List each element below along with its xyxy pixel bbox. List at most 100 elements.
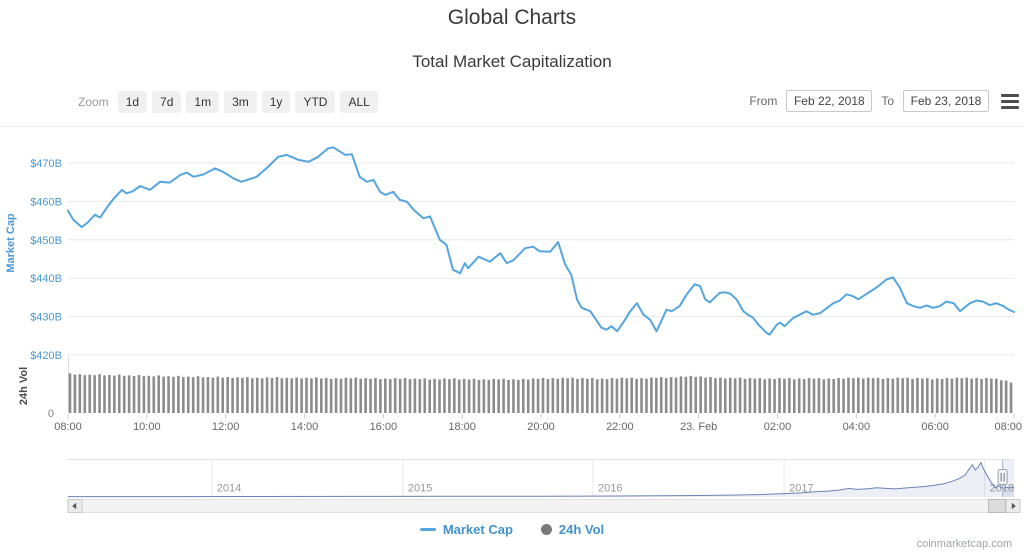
navigator-selected-range[interactable] (1002, 460, 1015, 497)
volume-bar (556, 378, 560, 413)
volume-bar (211, 377, 215, 413)
volume-bar (561, 377, 565, 413)
volume-bar (117, 374, 121, 413)
x-axis-tick-label: 18:00 (448, 421, 476, 433)
navigator-year-label: 2017 (789, 483, 813, 495)
legend-item-market-cap[interactable]: Market Cap (419, 522, 513, 537)
volume-bar (812, 378, 816, 413)
volume-bar (492, 378, 496, 413)
volume-bar (428, 379, 431, 413)
volume-bar (605, 379, 609, 413)
y-axis-tick-label: $460B (30, 196, 62, 208)
volume-bar (551, 378, 555, 413)
scrollbar-left-arrow-icon (72, 502, 77, 510)
navigator-handle-grip (997, 469, 1008, 485)
volume-bar (167, 376, 170, 413)
chart-title: Total Market Capitalization (412, 52, 612, 71)
scrollbar-track[interactable] (81, 499, 1007, 513)
volume-bar (792, 379, 796, 413)
volume-bar (305, 377, 308, 413)
from-date-input[interactable] (786, 90, 873, 112)
volume-bar (216, 376, 220, 413)
navigator-line (68, 461, 1015, 498)
scrollbar-right-arrow-icon (1011, 502, 1016, 510)
hamburger-menu-icon[interactable] (1001, 93, 1019, 109)
volume-bar (344, 377, 348, 413)
volume-bar (733, 378, 737, 413)
volume-bar (231, 378, 234, 413)
zoom-button-1m[interactable]: 1m (186, 91, 220, 113)
volume-bar (861, 378, 865, 413)
volume-bar (315, 377, 318, 413)
volume-bar (438, 379, 441, 413)
volume-bar (827, 378, 831, 413)
volume-bar (310, 378, 313, 413)
volume-bar (182, 377, 185, 413)
volume-bar (122, 375, 126, 413)
volume-bar (595, 379, 599, 413)
volume-bar (536, 378, 540, 413)
volume-bar (689, 375, 693, 413)
volume-bar (768, 378, 771, 413)
to-label: To (881, 94, 894, 108)
volume-bar (369, 378, 372, 413)
volume-bar (83, 375, 87, 413)
volume-axis-title: 24h Vol (18, 367, 30, 405)
volume-bar (186, 376, 190, 413)
volume-bar (600, 378, 604, 413)
volume-bar (457, 379, 461, 413)
volume-bar (374, 377, 377, 413)
volume-bar (985, 378, 988, 413)
volume-bar (280, 378, 284, 413)
volume-bar (886, 378, 890, 413)
zoom-button-1y[interactable]: 1y (261, 91, 291, 113)
zoom-button-all[interactable]: ALL (340, 91, 378, 113)
legend-label-24h-vol: 24h Vol (558, 522, 605, 537)
volume-bar (990, 378, 993, 413)
navigator-year-label: 2014 (217, 483, 241, 495)
volume-bar (334, 378, 338, 413)
y-axis-title: Market Cap (5, 213, 17, 273)
volume-bar (753, 378, 757, 413)
x-axis-tick-label: 06:00 (921, 421, 949, 433)
volume-bar (640, 378, 643, 413)
legend-item-24h-vol[interactable]: 24h Vol (540, 522, 605, 537)
volume-bar (517, 379, 520, 413)
volume-bar (433, 378, 436, 413)
to-date-input[interactable] (903, 90, 989, 112)
volume-bar (127, 375, 131, 413)
zoom-button-3m[interactable]: 3m (224, 91, 257, 113)
volume-bar (822, 379, 826, 413)
volume-bar (300, 378, 303, 413)
volume-bar (655, 377, 658, 413)
x-axis-tick-label: 12:00 (212, 421, 240, 433)
scrollbar-thumb[interactable] (988, 499, 1006, 513)
volume-bar (526, 379, 530, 413)
x-axis-tick-label: 23. Feb (680, 421, 717, 433)
navigator-handle[interactable] (997, 460, 1008, 497)
volume-bar (329, 378, 333, 413)
zoom-button-1d[interactable]: 1d (117, 91, 148, 113)
y-axis-tick-label: $430B (30, 312, 62, 324)
zoom-button-7d[interactable]: 7d (152, 91, 182, 113)
volume-bar (359, 378, 362, 413)
volume-bar (650, 377, 653, 413)
volume-bar (847, 377, 850, 413)
volume-bar (467, 379, 471, 413)
navigator-area (68, 462, 1014, 497)
volume-bar (743, 378, 747, 413)
volume-bar (339, 378, 343, 413)
volume-bar (704, 377, 707, 413)
volume-bar (108, 374, 111, 413)
volume-bar (98, 374, 101, 413)
volume-bar (162, 376, 165, 413)
zoom-button-ytd[interactable]: YTD (295, 91, 336, 113)
volume-bar (236, 377, 239, 413)
volume-bar (206, 376, 210, 413)
volume-bar (172, 376, 175, 413)
volume-bar (472, 378, 476, 413)
volume-bar (388, 379, 392, 413)
volume-bar (251, 378, 254, 413)
volume-bar (807, 378, 811, 413)
volume-bar (226, 377, 229, 413)
